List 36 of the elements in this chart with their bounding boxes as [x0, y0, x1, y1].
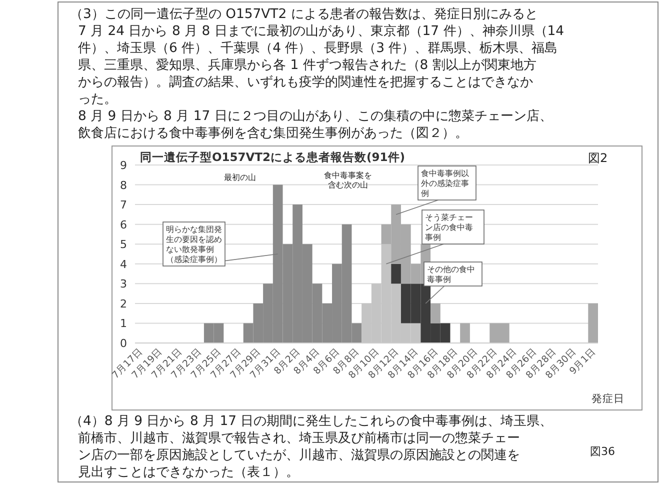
caption: 図36 [590, 445, 615, 458]
bar [430, 303, 440, 324]
text: 見出すことはできなかった（表１）。 [78, 465, 299, 480]
bar [588, 303, 598, 343]
text: 前橋市、川越市、滋賀県で報告され、埼玉県及び前橋市は同一の惣菜チェー [78, 431, 520, 446]
y-tick-label: 9 [120, 159, 127, 172]
y-tick-label: 2 [120, 297, 127, 310]
annotation: 食中毒事案を含む次の山 [324, 171, 372, 190]
text: 食中毒事例以外の感染症事例 [421, 169, 469, 198]
annotation: 最初の山 [224, 173, 256, 182]
text: そう菜チェーン店の食中毒事例 [425, 213, 473, 242]
chart-title: 同一遺伝子型O157VT2による患者報告数(91件) [140, 150, 406, 164]
series-label: その他の食中毒事例 [427, 265, 475, 284]
text: 8 月 9 日から 8 月 17 日に２つ目の山があり、この集積の中に惣菜チェーン店、 [78, 108, 552, 124]
y-tick-label: 1 [120, 317, 127, 330]
y-tick-label: 8 [120, 178, 127, 192]
text: 件）、埼玉県（6 件）、千葉県（4 件）、長野県（3 件）、群馬県、栃木県、福島 [78, 41, 558, 56]
text: からの報告）。調査の結果、いずれも疫学的関連性を把握することはできなか [78, 75, 533, 90]
x-axis-title: 発症日 [592, 392, 624, 405]
y-tick-label: 0 [120, 337, 127, 350]
bar [391, 264, 401, 284]
y-tick-label: 7 [120, 198, 127, 212]
text: 明らかな集団発生の要因を認めない散発事例（感染症事例） [166, 225, 222, 264]
y-tick-label: 5 [120, 238, 127, 252]
text: 7 月 24 日から 8 月 8 日までに最初の山があり、東京都（17 件）、神奈川県（14 [78, 24, 564, 39]
text: った。 [78, 92, 117, 107]
text: （3）この同一遺伝子型の O157VT2 による患者の報告数は、発症日別にみると [70, 7, 538, 22]
text: （4）8 月 9 日から 8 月 17 日の期間に発生したこれらの食中毒事例は、埼玉県、 [70, 414, 553, 429]
text: 県、三重県、愛知県、兵庫県から各 1 件ずつ報告された（8 割以上が関東地方 [78, 57, 536, 73]
text: 飲食店における食中毒事例を含む集団発生事例があった（図２）。 [78, 125, 468, 141]
caption: 図2 [588, 151, 608, 165]
bar [460, 323, 470, 343]
y-tick-label: 3 [120, 278, 127, 291]
y-tick-label: 4 [120, 258, 127, 271]
y-tick-label: 6 [120, 218, 127, 232]
text: ン店の一部を原因施設としていたが、川越市、滋賀県の原因施設との関連を [78, 447, 520, 463]
